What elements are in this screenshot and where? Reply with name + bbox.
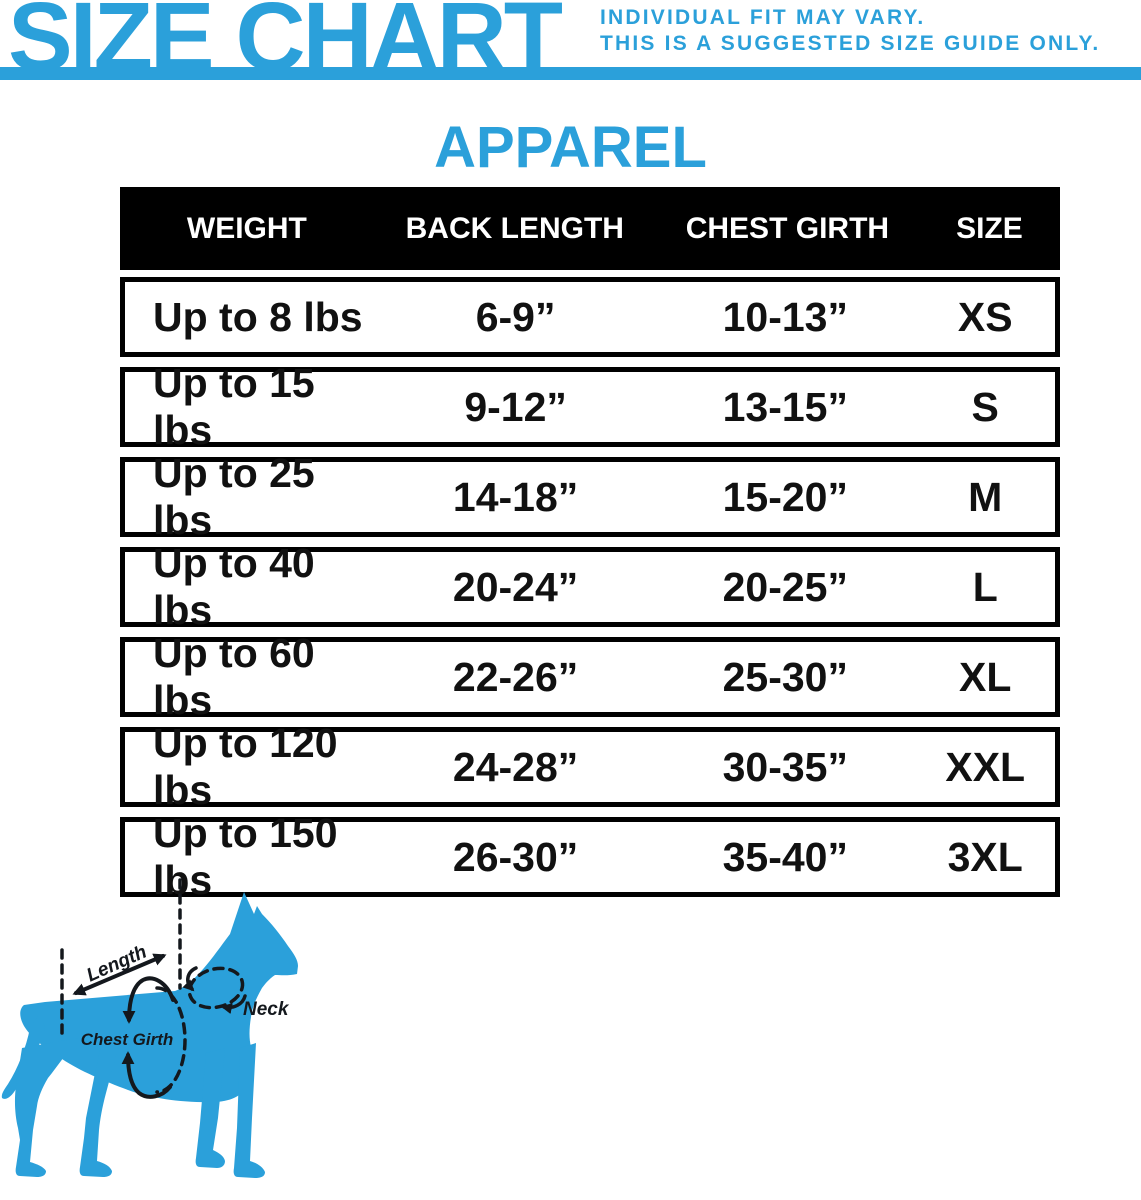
apparel-size-table: WEIGHT BACK LENGTH CHEST GIRTH SIZE Up t…: [120, 187, 1060, 903]
dog-rear-leg-near: [79, 1048, 118, 1177]
cell-weight: Up to 120 lbs: [153, 720, 338, 813]
chest-girth-label: Chest Girth: [81, 1030, 174, 1049]
column-header-size: SIZE: [956, 211, 1023, 245]
cell-chest-girth: 20-25”: [722, 563, 848, 610]
cell-weight: Up to 25 lbs: [153, 450, 315, 543]
cell-back-length: 6-9”: [475, 293, 556, 340]
disclaimer: INDIVIDUAL FIT MAY VARY. THIS IS A SUGGE…: [600, 5, 1100, 57]
cell-size: S: [971, 383, 999, 430]
cell-chest-girth: 13-15”: [722, 383, 848, 430]
table-header-row: WEIGHT BACK LENGTH CHEST GIRTH SIZE: [120, 187, 1060, 270]
dog-front-leg-near: [233, 1043, 265, 1178]
cell-size: XL: [959, 653, 1012, 700]
cell-back-length: 26-30”: [452, 833, 579, 880]
neck-arrow-right: [220, 994, 247, 1015]
cell-weight: Up to 8 lbs: [153, 293, 363, 340]
section-title: APPAREL: [434, 115, 707, 180]
table-row: Up to 15 lbs 9-12” 13-15” S: [120, 360, 1060, 453]
dog-silhouette-icon: [1, 892, 298, 1178]
header-rule: [0, 67, 1141, 80]
chest-girth-arrow-top: [122, 976, 175, 1024]
cell-size: 3XL: [947, 833, 1023, 880]
length-arrow: [72, 953, 167, 996]
dog-rear-leg-far: [14, 1038, 79, 1177]
column-header-weight: WEIGHT: [186, 211, 307, 245]
table-row: Up to 40 lbs 20-24” 20-25” L: [120, 540, 1060, 633]
cell-chest-girth: 25-30”: [722, 653, 848, 700]
cell-size: L: [972, 563, 998, 610]
disclaimer-line-1: INDIVIDUAL FIT MAY VARY.: [600, 6, 926, 29]
table-row: Up to 150 lbs 26-30” 35-40” 3XL: [120, 810, 1060, 903]
table-row: Up to 120 lbs 24-28” 30-35” XXL: [120, 720, 1060, 813]
column-header-back-length: BACK LENGTH: [405, 211, 624, 245]
neck-label: Neck: [243, 999, 290, 1020]
table-row: Up to 8 lbs 6-9” 10-13” XS: [120, 277, 1060, 357]
chest-girth-arrow-bottom: [121, 1051, 172, 1099]
cell-back-length: 24-28”: [452, 743, 579, 790]
cell-weight: Up to 60 lbs: [153, 630, 315, 723]
cell-weight: Up to 150 lbs: [153, 810, 338, 903]
cell-chest-girth: 10-13”: [722, 293, 848, 340]
table-row: Up to 25 lbs 14-18” 15-20” M: [120, 450, 1060, 543]
cell-back-length: 22-26”: [452, 653, 579, 700]
cell-chest-girth: 30-35”: [722, 743, 848, 790]
column-header-chest-girth: CHEST GIRTH: [685, 211, 890, 245]
disclaimer-line-2: THIS IS A SUGGESTED SIZE GUIDE ONLY.: [600, 32, 1101, 55]
dog-body: [20, 892, 298, 1103]
cell-back-length: 14-18”: [452, 473, 579, 520]
cell-size: M: [968, 473, 1003, 520]
dog-measurement-diagram: Length Neck Chest Girth: [1, 878, 298, 1178]
cell-back-length: 9-12”: [464, 383, 567, 430]
cell-size: XXL: [945, 743, 1026, 790]
cell-back-length: 20-24”: [452, 563, 579, 610]
cell-weight: Up to 15 lbs: [153, 360, 315, 453]
cell-chest-girth: 15-20”: [722, 473, 848, 520]
neck-arrow-left: [182, 966, 198, 992]
cell-size: XS: [957, 293, 1013, 340]
table-row: Up to 60 lbs 22-26” 25-30” XL: [120, 630, 1060, 723]
cell-weight: Up to 40 lbs: [153, 540, 315, 633]
cell-chest-girth: 35-40”: [722, 833, 848, 880]
page-title: SIZE CHART: [8, 0, 563, 91]
dog-front-leg-far: [195, 1048, 225, 1168]
